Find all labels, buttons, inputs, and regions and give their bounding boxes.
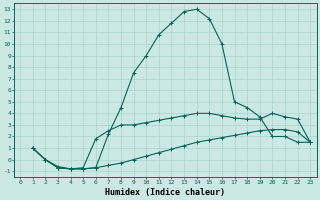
X-axis label: Humidex (Indice chaleur): Humidex (Indice chaleur): [105, 188, 225, 197]
